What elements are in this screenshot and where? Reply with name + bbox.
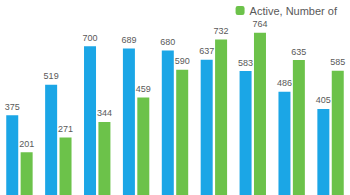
svg-text:700: 700 [83, 33, 98, 43]
svg-text:583: 583 [238, 58, 253, 68]
svg-text:459: 459 [136, 84, 151, 94]
svg-text:Active, Number of: Active, Number of [250, 5, 338, 17]
svg-text:201: 201 [19, 139, 34, 149]
svg-text:585: 585 [330, 57, 345, 67]
svg-text:344: 344 [97, 108, 112, 118]
svg-text:680: 680 [160, 37, 175, 47]
svg-text:732: 732 [214, 26, 229, 36]
svg-text:486: 486 [277, 78, 292, 88]
svg-text:405: 405 [316, 95, 331, 105]
svg-text:637: 637 [199, 46, 214, 56]
svg-text:519: 519 [44, 71, 59, 81]
svg-text:635: 635 [291, 47, 306, 57]
svg-text:590: 590 [175, 56, 190, 66]
svg-text:271: 271 [58, 124, 73, 134]
svg-text:375: 375 [5, 102, 20, 112]
svg-text:764: 764 [252, 19, 267, 29]
svg-text:689: 689 [121, 35, 136, 45]
